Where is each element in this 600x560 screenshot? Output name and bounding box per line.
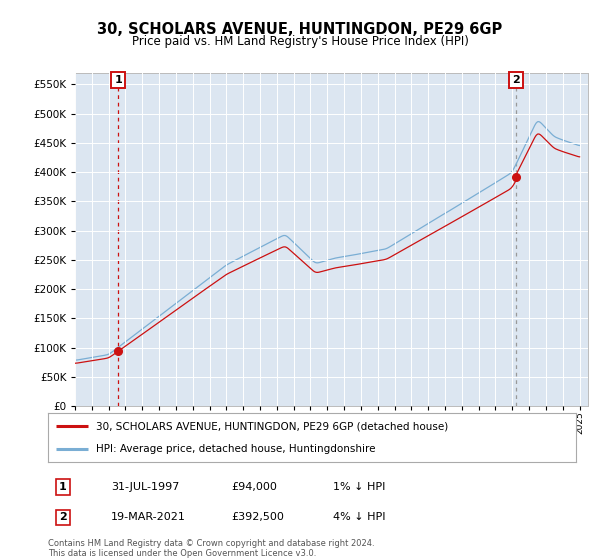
Text: Contains HM Land Registry data © Crown copyright and database right 2024.
This d: Contains HM Land Registry data © Crown c… [48,539,374,558]
Text: 1: 1 [59,482,67,492]
Text: 19-MAR-2021: 19-MAR-2021 [111,512,186,522]
Text: HPI: Average price, detached house, Huntingdonshire: HPI: Average price, detached house, Hunt… [95,444,375,454]
Text: £94,000: £94,000 [231,482,277,492]
Text: 31-JUL-1997: 31-JUL-1997 [111,482,179,492]
Text: 1: 1 [115,75,122,85]
Text: 30, SCHOLARS AVENUE, HUNTINGDON, PE29 6GP: 30, SCHOLARS AVENUE, HUNTINGDON, PE29 6G… [97,22,503,38]
Text: Price paid vs. HM Land Registry's House Price Index (HPI): Price paid vs. HM Land Registry's House … [131,35,469,48]
Text: 1% ↓ HPI: 1% ↓ HPI [333,482,385,492]
Text: 2: 2 [59,512,67,522]
Text: £392,500: £392,500 [231,512,284,522]
Text: 4% ↓ HPI: 4% ↓ HPI [333,512,386,522]
Text: 30, SCHOLARS AVENUE, HUNTINGDON, PE29 6GP (detached house): 30, SCHOLARS AVENUE, HUNTINGDON, PE29 6G… [95,421,448,431]
Text: 2: 2 [512,75,520,85]
